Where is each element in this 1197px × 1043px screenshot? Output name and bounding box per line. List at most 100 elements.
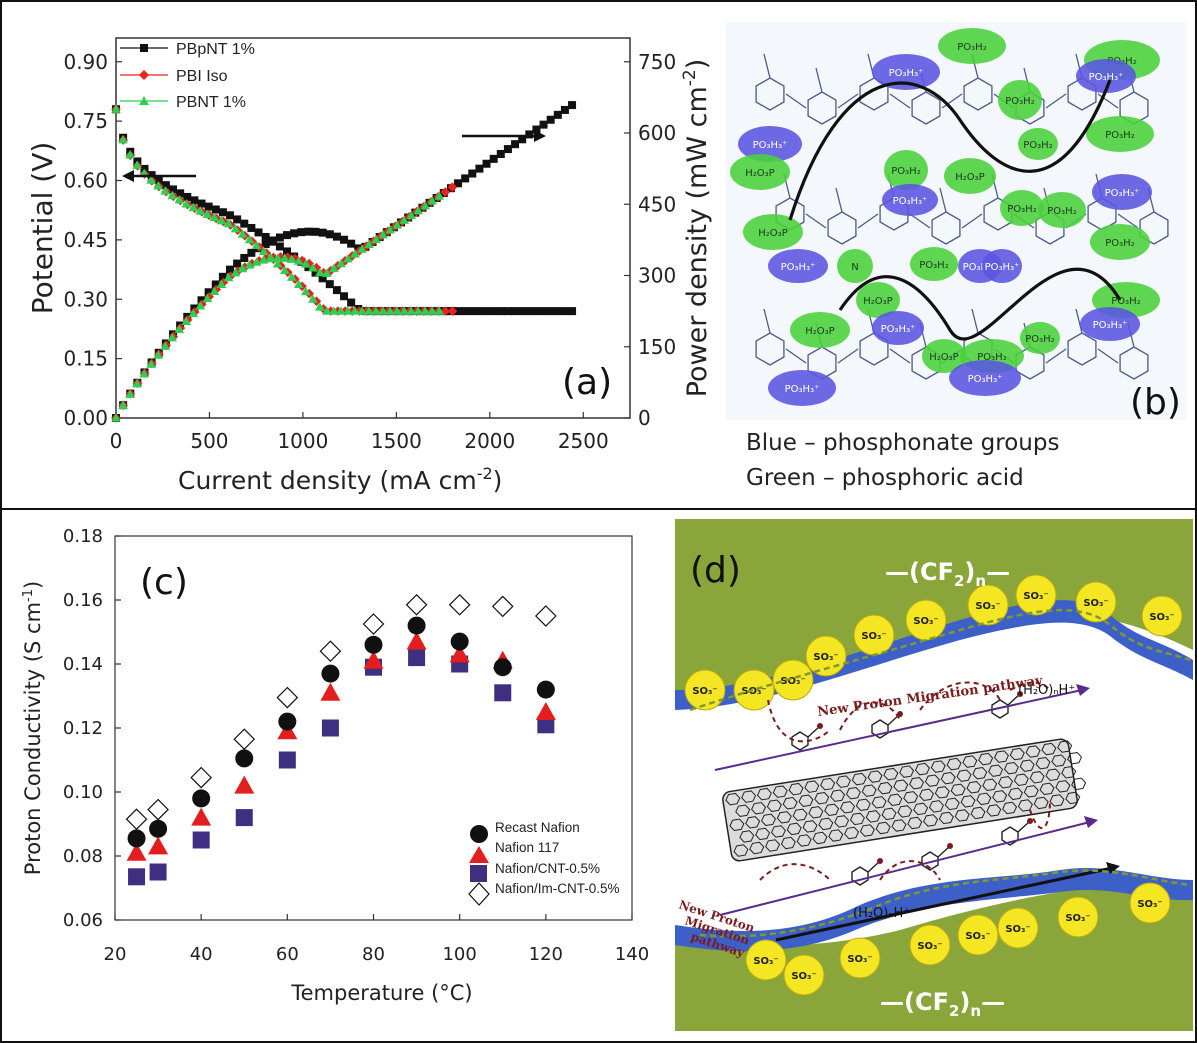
nanotube-hexagon — [992, 790, 1008, 803]
nanotube-hexagon — [1061, 766, 1077, 779]
voltage-point-pbpnt — [347, 298, 356, 307]
acid-group-label: PO₃H₂ — [1105, 238, 1134, 249]
phosphoric-acid-blob — [1018, 128, 1058, 160]
legend-label-pbnt: PBNT 1% — [176, 94, 246, 111]
nanotube-hexagon — [893, 779, 909, 792]
power-point-pbpnt — [347, 239, 356, 248]
acid-group-label: PO₃H₂ — [1023, 140, 1052, 151]
nanotube-hexagon — [804, 780, 820, 793]
nanotube-hexagon — [976, 792, 992, 806]
imidazole-molecule — [921, 843, 953, 871]
power-point-pbpnt — [560, 105, 569, 114]
phosphoric-acid-blob — [837, 249, 873, 283]
point-recast-nafion — [278, 712, 297, 731]
power-point-pbpnt — [525, 130, 534, 139]
nanotube-hexagon — [851, 772, 867, 786]
acid-group-label: H₂O₃P — [929, 352, 958, 363]
point-nafion-117 — [449, 644, 470, 663]
sulfonate-label: SO₃⁻ — [741, 686, 766, 697]
nanotube-hexagon — [765, 839, 781, 852]
power-point-pbnt — [336, 258, 346, 268]
nanotube-hexagon — [849, 812, 865, 826]
y-tick-label: 0.10 — [63, 782, 103, 803]
phosphonate-blob — [872, 311, 924, 345]
power-point-pbnt — [399, 215, 410, 224]
nanotube-hexagon — [749, 841, 765, 855]
point-nafion-117 — [234, 775, 255, 794]
nanotube-hexagon — [950, 783, 966, 797]
sulfonate-label: SO₃⁻ — [965, 931, 990, 942]
benzene-ring — [1067, 332, 1097, 366]
voltage-point-pbnt — [188, 202, 199, 212]
voltage-point-pbnt — [364, 306, 374, 315]
sulfonate-sphere — [733, 669, 775, 711]
cf2-label-top: —(CF2)n— — [885, 558, 1010, 590]
power-point-pbnt — [188, 308, 199, 318]
nanotube-lattice — [722, 738, 1087, 862]
nanotube-hexagon — [919, 788, 935, 802]
point-nafion-im-cnt — [233, 728, 256, 751]
phosphoric-acid-blob — [998, 80, 1042, 120]
point-recast-nafion — [536, 680, 555, 699]
nanotube-hexagon — [970, 806, 986, 820]
power-point-pbpnt — [297, 228, 306, 237]
phosphonate-blob — [882, 184, 938, 216]
power-point-pbnt — [244, 260, 255, 269]
panel-c-chart: 20 40 60 80 100 120 140 0.06 0.08 0.10 0.12 0.14 0.1… — [21, 526, 649, 1005]
acid-group-label: PO₃H₂ — [1025, 334, 1054, 345]
power-point-pbnt — [146, 359, 156, 368]
voltage-point-pbnt — [427, 306, 438, 315]
power-point-pbpnt — [468, 169, 477, 178]
legend-label-nafion-im-cnt: Nafion/Im-CNT-0.5% — [495, 881, 620, 896]
panel-c-legend: Recast Nafion Nafion 117 Nafion/CNT-0.5%… — [468, 820, 620, 906]
nanotube-hexagon — [930, 760, 946, 773]
power-point-pbnt — [279, 253, 290, 262]
nanotube-hexagon — [1009, 747, 1025, 761]
nanotube-hexagon — [891, 819, 907, 832]
acid-group-label: PO₃H₂ — [891, 166, 920, 177]
backbone-bond — [941, 93, 963, 109]
point-nafion-im-cnt — [147, 798, 169, 821]
power-point-pbnt — [420, 200, 431, 210]
phosphonate-blob — [738, 126, 802, 162]
panel-d-schematic: SO₃⁻ SO₃⁻ SO₃⁻ SO₃⁻ SO₃⁻ SO₃⁻ SO₃⁻ SO₃⁻ SO₃⁻ SO₃⁻… — [675, 519, 1193, 1031]
power-point-pbpnt — [283, 231, 292, 240]
y-tick-label: 0.14 — [63, 654, 103, 675]
voltage-point-pbnt — [132, 160, 142, 169]
sulfonate-sphere — [783, 954, 825, 996]
power-point-pbpnt — [304, 227, 313, 236]
acid-group-label: PO₃H₃⁺ — [1089, 72, 1124, 83]
voltage-point-pbnt — [272, 259, 283, 268]
voltage-point-pbnt — [167, 190, 178, 200]
power-point-pbnt — [300, 259, 311, 268]
voltage-point-pbpnt — [532, 307, 541, 316]
y-right-tick-label: 450 — [638, 192, 676, 216]
benzene-ring — [963, 77, 993, 111]
phosphonate-blob — [949, 360, 1021, 396]
power-point-pbpnt — [275, 233, 284, 242]
imidazole-molecule — [1001, 818, 1033, 846]
acid-group-label: PO₃H₃⁺ — [893, 196, 928, 207]
panel-b-molecular-diagram: PO₃H₂ PO₃H₃⁺ PO₃H₂ PO₃H₃⁺ PO₃H₂ PO₃H₃⁺ PO₃H₂ PO… — [726, 22, 1186, 491]
right-pointing-arrow — [462, 130, 546, 142]
acid-group-label: PO₃H₂ — [1005, 96, 1034, 107]
power-point-pbi-iso — [447, 182, 458, 192]
nanotube-hexagon — [1067, 751, 1083, 765]
nanotube-hexagon — [796, 834, 812, 847]
panel-a-ticks: 0 500 1000 1500 2000 25000.000.150.300.450.60… — [63, 50, 676, 453]
nanotube-hexagon — [1002, 801, 1018, 815]
voltage-point-pbnt — [111, 104, 121, 113]
power-point-pbnt — [286, 254, 297, 263]
point-nafion-117 — [126, 842, 147, 861]
point-nafion-im-cnt — [405, 593, 428, 616]
voltage-point-pbnt — [315, 302, 325, 311]
backbone-bond — [785, 93, 807, 109]
panel-c-x-axis-title: Temperature (°C) — [290, 981, 472, 1005]
benzene-ring — [755, 332, 785, 366]
backbone-bond — [1045, 348, 1067, 364]
power-point-pbnt — [202, 293, 213, 303]
voltage-point-pbpnt — [275, 242, 284, 251]
power-point-pbnt — [392, 220, 402, 229]
sulfonate-label: SO₃⁻ — [1065, 913, 1090, 924]
